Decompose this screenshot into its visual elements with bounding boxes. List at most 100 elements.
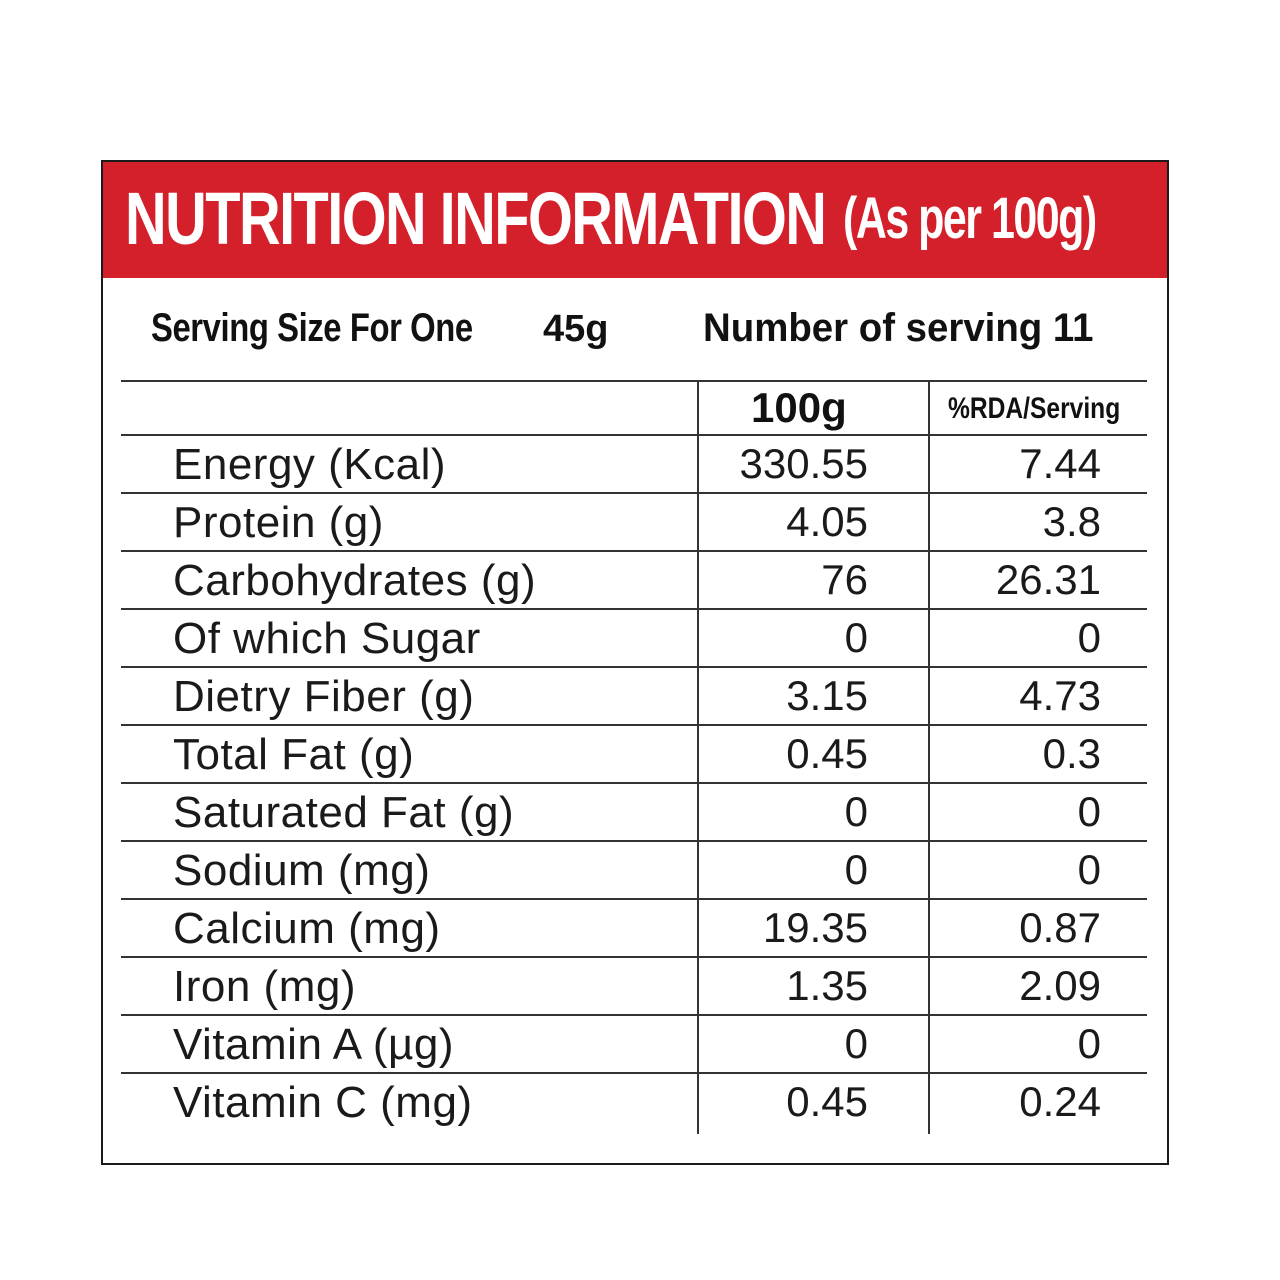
per-100g-cell: 0 <box>697 1016 928 1072</box>
nutrient-name: Sodium (mg) <box>173 846 431 895</box>
rda-value: 0 <box>1077 788 1101 835</box>
nutrient-cell: Iron (mg) <box>121 958 697 1014</box>
nutrient-cell: Vitamin C (mg) <box>121 1074 697 1134</box>
table-header-row: 100g %RDA/Serving <box>121 380 1147 436</box>
nutrient-cell: Carbohydrates (g) <box>121 552 697 608</box>
per-100g-value: 0.45 <box>786 1078 868 1125</box>
nutrient-cell: Dietry Fiber (g) <box>121 668 697 724</box>
per-100g-value: 3.15 <box>786 672 868 719</box>
table-row: Calcium (mg) 19.35 0.87 <box>121 900 1147 958</box>
rda-value: 7.44 <box>1019 440 1101 487</box>
nutrient-name: Vitamin C (mg) <box>173 1078 473 1127</box>
per-100g-cell: 0 <box>697 610 928 666</box>
nutrient-name: Carbohydrates (g) <box>173 556 537 605</box>
per-100g-cell: 0 <box>697 784 928 840</box>
title: NUTRITION INFORMATION (As per 100g) <box>125 174 1097 264</box>
per-100g-value: 0 <box>844 614 868 661</box>
rda-cell: 0 <box>928 842 1147 898</box>
nutrition-panel: NUTRITION INFORMATION (As per 100g) Serv… <box>101 160 1169 1165</box>
rda-value: 2.09 <box>1019 962 1101 1009</box>
table-row: Sodium (mg) 0 0 <box>121 842 1147 900</box>
per-100g-value: 0 <box>844 1020 868 1067</box>
per-100g-value: 76 <box>821 556 868 603</box>
rda-value: 0 <box>1077 614 1101 661</box>
nutrient-name: Energy (Kcal) <box>173 440 447 489</box>
nutrient-cell: Protein (g) <box>121 494 697 550</box>
per-100g-value: 19.35 <box>762 904 868 951</box>
serving-info: Serving Size For One 45g Number of servi… <box>103 278 1167 378</box>
nutrient-cell: Vitamin A (µg) <box>121 1016 697 1072</box>
rda-cell: 0 <box>928 1016 1147 1072</box>
table-body: Energy (Kcal) 330.55 7.44 Protein (g) 4.05 3.… <box>121 436 1147 1134</box>
rda-cell: 0 <box>928 610 1147 666</box>
per-100g-cell: 0.45 <box>697 726 928 782</box>
rda-cell: 3.8 <box>928 494 1147 550</box>
rda-cell: 0 <box>928 784 1147 840</box>
title-basis: (As per 100g) <box>843 186 1097 251</box>
title-band: NUTRITION INFORMATION (As per 100g) <box>103 162 1167 278</box>
per-100g-cell: 0 <box>697 842 928 898</box>
rda-cell: 0.3 <box>928 726 1147 782</box>
nutrient-name: Vitamin A (µg) <box>173 1020 454 1069</box>
per-100g-cell: 19.35 <box>697 900 928 956</box>
rda-value: 0.87 <box>1019 904 1101 951</box>
rda-value: 4.73 <box>1019 672 1101 719</box>
nutrient-name: Total Fat (g) <box>173 730 415 779</box>
per-100g-cell: 1.35 <box>697 958 928 1014</box>
table-row: Total Fat (g) 0.45 0.3 <box>121 726 1147 784</box>
rda-cell: 2.09 <box>928 958 1147 1014</box>
nutrient-cell: Total Fat (g) <box>121 726 697 782</box>
per-100g-value: 0 <box>844 788 868 835</box>
title-main: NUTRITION INFORMATION <box>125 177 827 260</box>
table-row: Vitamin A (µg) 0 0 <box>121 1016 1147 1074</box>
nutrient-name: Protein (g) <box>173 498 384 547</box>
rda-value: 26.31 <box>995 556 1101 603</box>
per-100g-value: 4.05 <box>786 498 868 545</box>
rda-value: 0.3 <box>1042 730 1101 777</box>
column-header-100g: 100g <box>751 384 847 431</box>
serving-size-label: Serving Size For One <box>151 306 473 350</box>
per-100g-value: 0.45 <box>786 730 868 777</box>
servings-count: Number of serving 11 <box>703 306 1094 350</box>
rda-cell: 4.73 <box>928 668 1147 724</box>
table-row: Iron (mg) 1.35 2.09 <box>121 958 1147 1016</box>
rda-cell: 0.24 <box>928 1074 1147 1134</box>
table-row: Saturated Fat (g) 0 0 <box>121 784 1147 842</box>
per-100g-cell: 3.15 <box>697 668 928 724</box>
per-100g-cell: 0.45 <box>697 1074 928 1134</box>
nutrition-table: 100g %RDA/Serving Energy (Kcal) 330.55 7.4… <box>121 380 1147 1134</box>
table-row: Vitamin C (mg) 0.45 0.24 <box>121 1074 1147 1134</box>
table-row: Energy (Kcal) 330.55 7.44 <box>121 436 1147 494</box>
nutrient-name: Iron (mg) <box>173 962 356 1011</box>
rda-value: 0 <box>1077 846 1101 893</box>
serving-size-value: 45g <box>543 308 609 350</box>
rda-value: 0 <box>1077 1020 1101 1067</box>
per-100g-cell: 76 <box>697 552 928 608</box>
header-rda-cell: %RDA/Serving <box>928 382 1147 434</box>
rda-value: 0.24 <box>1019 1078 1101 1125</box>
nutrient-name: Dietry Fiber (g) <box>173 672 475 721</box>
rda-cell: 26.31 <box>928 552 1147 608</box>
per-100g-cell: 4.05 <box>697 494 928 550</box>
nutrient-name: Saturated Fat (g) <box>173 788 515 837</box>
nutrient-name: Calcium (mg) <box>173 904 441 953</box>
nutrient-cell: Sodium (mg) <box>121 842 697 898</box>
table-row: Protein (g) 4.05 3.8 <box>121 494 1147 552</box>
rda-value: 3.8 <box>1042 498 1101 545</box>
per-100g-value: 0 <box>844 846 868 893</box>
nutrient-name: Of which Sugar <box>173 614 481 663</box>
header-name-cell <box>121 382 697 434</box>
nutrient-cell: Energy (Kcal) <box>121 436 697 492</box>
table-row: Dietry Fiber (g) 3.15 4.73 <box>121 668 1147 726</box>
rda-cell: 0.87 <box>928 900 1147 956</box>
table-row: Of which Sugar 0 0 <box>121 610 1147 668</box>
header-100g-cell: 100g <box>697 382 928 434</box>
nutrient-cell: Saturated Fat (g) <box>121 784 697 840</box>
per-100g-cell: 330.55 <box>697 436 928 492</box>
nutrient-cell: Calcium (mg) <box>121 900 697 956</box>
column-header-rda: %RDA/Serving <box>948 392 1121 425</box>
rda-cell: 7.44 <box>928 436 1147 492</box>
table-row: Carbohydrates (g) 76 26.31 <box>121 552 1147 610</box>
per-100g-value: 1.35 <box>786 962 868 1009</box>
nutrient-cell: Of which Sugar <box>121 610 697 666</box>
